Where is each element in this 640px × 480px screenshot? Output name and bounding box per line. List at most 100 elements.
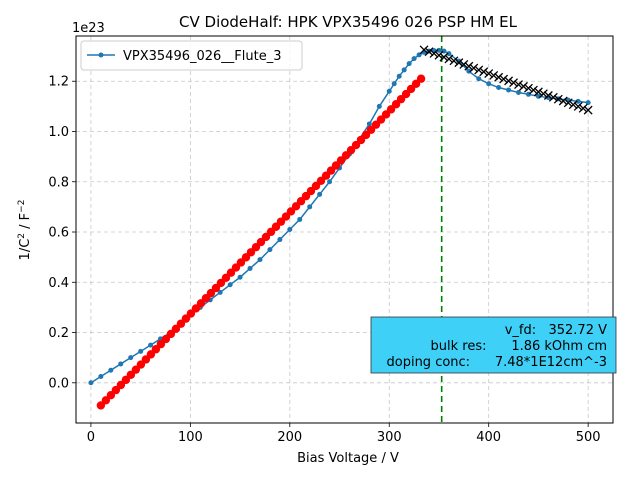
plateau-x-marker	[573, 102, 583, 111]
plateau-x-marker	[434, 50, 444, 60]
x-axis-ticks: 0 100 200 300 400 500	[87, 423, 601, 445]
measured-point	[446, 51, 452, 57]
plateau-x-marker	[543, 91, 553, 100]
chart-title: CV DiodeHalf: HPK VPX35496 026 PSP HM EL	[179, 13, 518, 31]
plateau-x-marker	[514, 80, 523, 90]
plateau-x-marker	[439, 52, 449, 62]
measured-point	[391, 81, 397, 87]
x-axis-label: Bias Voltage / V	[297, 451, 399, 466]
y-tick-label: 0.6	[48, 226, 69, 241]
plateau-x-marker	[509, 78, 519, 88]
info-vfd: v_fd: 352.72 V	[505, 323, 607, 338]
measured-point	[148, 342, 154, 348]
plateau-x-marker	[524, 83, 533, 93]
measured-point	[396, 73, 402, 79]
plateau-x-marker	[563, 98, 573, 108]
measured-point	[366, 121, 372, 127]
fit-point	[416, 74, 426, 83]
plateau-x-marker	[474, 65, 484, 75]
measured-point	[456, 58, 462, 64]
plateau-x-marker	[553, 94, 563, 104]
x-tick-label: 100	[178, 430, 203, 445]
measured-point	[466, 68, 472, 74]
plateau-fit-series	[419, 45, 593, 115]
measured-point	[237, 274, 243, 280]
measured-point	[386, 88, 392, 94]
measured-point	[118, 361, 124, 367]
plateau-x-marker	[429, 49, 439, 58]
measured-point	[327, 179, 333, 185]
info-doping-conc: doping conc: 7.48*1E12cm^-3	[387, 355, 608, 370]
plateau-x-marker	[528, 85, 538, 95]
plateau-x-marker	[424, 47, 434, 57]
measured-point	[406, 61, 412, 67]
y-tick-label: 0.8	[48, 175, 69, 190]
measured-point	[277, 237, 283, 243]
measured-point	[575, 98, 581, 104]
plateau-x-marker	[454, 58, 464, 68]
measured-point	[217, 289, 223, 295]
measured-point	[516, 90, 522, 96]
x-tick-label: 200	[277, 430, 302, 445]
plateau-x-marker	[533, 87, 543, 97]
plateau-x-marker	[444, 54, 454, 64]
plateau-x-marker	[499, 74, 509, 84]
plateau-x-marker	[568, 100, 578, 110]
measured-point	[376, 103, 382, 109]
plateau-x-marker	[449, 56, 459, 66]
measured-point	[108, 367, 114, 373]
measured-point	[585, 100, 591, 106]
plateau-x-marker	[538, 89, 548, 99]
measured-point	[247, 265, 253, 271]
measured-point	[436, 47, 442, 53]
y-axis-label: 1/C2 / F−2	[17, 200, 33, 261]
measured-point	[98, 374, 104, 380]
y-tick-label: 0.4	[48, 276, 69, 291]
plateau-x-marker	[464, 61, 474, 71]
info-bulk-res: bulk res: 1.86 kOhm cm	[431, 339, 607, 354]
measured-point	[138, 348, 144, 354]
measured-point	[297, 216, 303, 222]
measured-point	[267, 247, 273, 253]
x-tick-label: 300	[377, 430, 402, 445]
legend-label: VPX35496_026__Flute_3	[123, 49, 282, 64]
measured-point	[506, 87, 512, 93]
measured-point	[227, 282, 233, 288]
x-tick-label: 400	[476, 430, 501, 445]
plateau-x-marker	[469, 63, 479, 73]
plateau-x-marker	[494, 72, 504, 82]
y-tick-label: 0.2	[48, 326, 69, 341]
plateau-x-marker	[583, 105, 593, 115]
legend-marker	[98, 52, 104, 58]
measured-point	[496, 85, 502, 91]
plateau-x-marker	[484, 69, 494, 79]
plateau-x-marker	[578, 103, 588, 113]
x-tick-label: 0	[87, 430, 95, 445]
info-box: v_fd: 352.72 V bulk res: 1.86 kOhm cm do…	[370, 316, 617, 374]
measured-point	[486, 81, 492, 87]
measured-point	[476, 76, 482, 82]
legend-box	[80, 40, 303, 71]
info-box-background	[370, 316, 617, 374]
y-tick-label: 1.0	[48, 125, 69, 140]
measured-point	[411, 56, 417, 62]
measured-point	[257, 257, 263, 263]
legend: VPX35496_026__Flute_3	[80, 40, 303, 71]
measured-point	[287, 227, 293, 232]
plateau-x-marker	[548, 92, 558, 102]
x-tick-label: 500	[576, 430, 601, 445]
plateau-x-marker	[558, 96, 568, 106]
plateau-x-marker	[419, 45, 429, 55]
y-offset-text: 1e23	[72, 21, 105, 36]
y-tick-label: 0.0	[48, 376, 69, 391]
measured-point	[88, 380, 94, 386]
measured-point	[401, 67, 407, 73]
plateau-x-marker	[504, 76, 514, 86]
plateau-x-marker	[459, 59, 469, 69]
linear-fit-series	[96, 74, 426, 410]
plateau-x-marker	[489, 70, 499, 80]
measured-point	[307, 204, 313, 210]
